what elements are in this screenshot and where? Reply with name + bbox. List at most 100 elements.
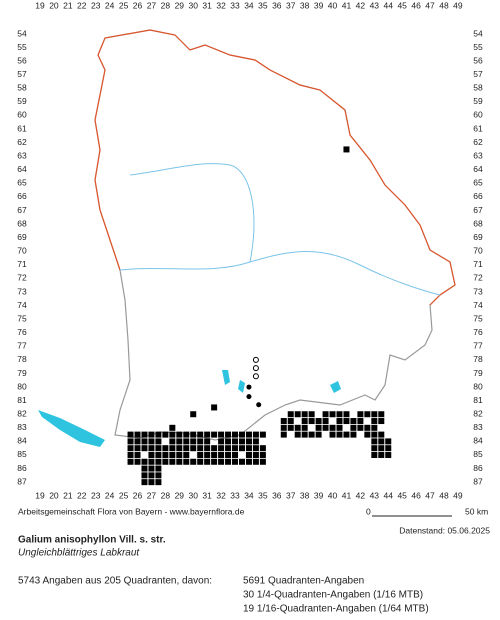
occurrence xyxy=(343,431,350,438)
occurrence xyxy=(169,451,176,458)
row-label: 66 xyxy=(17,191,27,201)
uncertain-record xyxy=(252,356,259,363)
row-label: 67 xyxy=(473,205,483,215)
column-label: 48 xyxy=(439,0,449,10)
occurrence xyxy=(155,465,162,472)
occurrence xyxy=(245,458,252,465)
occurrence xyxy=(385,438,392,445)
occurrence xyxy=(378,431,385,438)
row-label: 65 xyxy=(473,178,483,188)
occurrence xyxy=(364,424,371,431)
occurrence xyxy=(176,431,183,438)
column-label: 20 xyxy=(49,490,59,500)
occurrence xyxy=(322,418,329,425)
occurrence xyxy=(197,445,204,452)
occurrence xyxy=(315,424,322,431)
row-label: 73 xyxy=(473,286,483,296)
row-label: 57 xyxy=(17,69,27,79)
occurrence xyxy=(155,479,162,486)
state-border xyxy=(94,54,121,271)
occurrence xyxy=(176,458,183,465)
row-label: 69 xyxy=(473,232,483,242)
occurrence xyxy=(385,451,392,458)
occurrence xyxy=(134,431,141,438)
occurrence xyxy=(245,431,252,438)
row-label: 55 xyxy=(17,42,27,52)
column-label: 22 xyxy=(77,490,87,500)
row-label: 65 xyxy=(17,178,27,188)
column-label: 46 xyxy=(411,490,421,500)
occurrence xyxy=(162,451,169,458)
row-label: 76 xyxy=(17,327,27,337)
occurrence xyxy=(225,445,232,452)
occurrence xyxy=(190,438,197,445)
column-label: 19 xyxy=(35,490,45,500)
occurrence xyxy=(378,451,385,458)
row-label: 58 xyxy=(473,83,483,93)
occurrence xyxy=(141,445,148,452)
occurrence xyxy=(197,451,204,458)
point-record xyxy=(246,394,252,400)
column-label: 33 xyxy=(230,490,240,500)
occurrence xyxy=(148,451,155,458)
row-label: 85 xyxy=(17,449,27,459)
occurrence xyxy=(141,479,148,486)
stats-summary: 5743 Angaben aus 205 Quadranten, davon: xyxy=(18,576,212,587)
row-label: 80 xyxy=(473,381,483,391)
occurrence xyxy=(301,418,308,425)
row-label: 70 xyxy=(17,246,27,256)
occurrence xyxy=(371,411,378,418)
column-label: 37 xyxy=(286,0,296,10)
row-label: 72 xyxy=(473,273,483,283)
occurrence xyxy=(378,418,385,425)
occurrence xyxy=(371,438,378,445)
column-label: 30 xyxy=(188,490,198,500)
occurrence xyxy=(218,431,225,438)
row-label: 62 xyxy=(17,137,27,147)
state-border xyxy=(97,29,456,306)
occurrence xyxy=(141,431,148,438)
occurrence xyxy=(127,445,134,452)
row-label: 81 xyxy=(473,395,483,405)
column-label: 40 xyxy=(328,0,338,10)
scale-end: 50 km xyxy=(465,506,488,516)
row-label: 63 xyxy=(473,150,483,160)
occurrence xyxy=(127,431,134,438)
column-label: 30 xyxy=(188,0,198,10)
row-label: 57 xyxy=(473,69,483,79)
row-label: 69 xyxy=(17,232,27,242)
bavaria-outline xyxy=(94,29,456,441)
column-label: 27 xyxy=(147,490,157,500)
row-label: 55 xyxy=(473,42,483,52)
row-label: 68 xyxy=(473,218,483,228)
occurrence xyxy=(155,451,162,458)
column-label: 32 xyxy=(216,0,226,10)
row-label: 84 xyxy=(17,436,27,446)
column-label: 32 xyxy=(216,490,226,500)
point-record xyxy=(256,402,262,408)
row-label: 78 xyxy=(473,354,483,364)
occurrence xyxy=(155,431,162,438)
occurrence xyxy=(155,438,162,445)
species-name: Galium anisophyllon Vill. s. str. xyxy=(18,535,166,546)
occurrence xyxy=(315,418,322,425)
occurrence xyxy=(183,451,190,458)
column-label: 47 xyxy=(425,0,435,10)
occurrence xyxy=(148,479,155,486)
column-label: 44 xyxy=(384,490,394,500)
column-label: 35 xyxy=(258,0,268,10)
occurrence xyxy=(197,431,204,438)
stats-line: 5691 Quadranten-Angaben xyxy=(243,576,364,587)
row-label: 86 xyxy=(17,463,27,473)
row-label: 61 xyxy=(17,123,27,133)
occurrence xyxy=(329,424,336,431)
occurrence xyxy=(301,411,308,418)
occurrence xyxy=(176,438,183,445)
occurrence xyxy=(169,445,176,452)
row-label: 83 xyxy=(473,422,483,432)
occurrence xyxy=(169,431,176,438)
column-label: 36 xyxy=(272,490,282,500)
row-label: 70 xyxy=(473,246,483,256)
row-label: 81 xyxy=(17,395,27,405)
